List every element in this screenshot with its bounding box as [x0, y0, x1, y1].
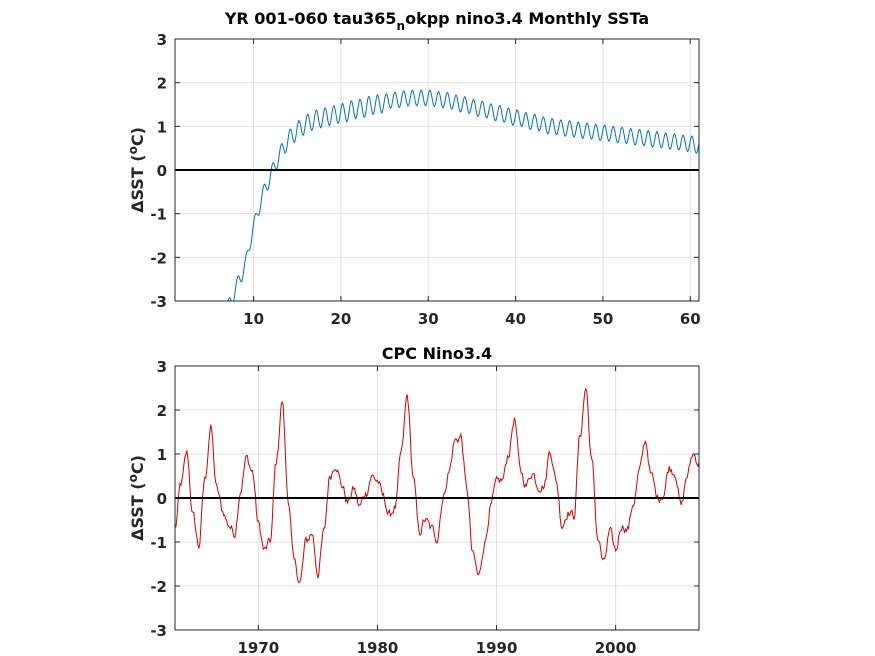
- bottom-ylabel-symbol: Δ: [128, 528, 147, 541]
- top-title-prefix: YR 001-060 tau365: [224, 9, 397, 28]
- bottom-y-ticks: -3 -2 -1 0 1 2 3: [150, 358, 699, 640]
- bottom-ytick-label-1: 1: [157, 446, 167, 464]
- top-title-subscript: n: [397, 19, 406, 33]
- top-xtick-label-40: 40: [505, 310, 526, 328]
- bottom-ylabel-super: o: [126, 474, 140, 482]
- top-x-ticks: 10 20 30 40 50 60: [243, 39, 701, 328]
- bottom-panel-title: CPC Nino3.4: [382, 344, 492, 363]
- top-series-line-0: [227, 89, 699, 301]
- bottom-xtick-label-1980: 1980: [357, 639, 399, 656]
- top-ylabel-super: o: [126, 146, 140, 154]
- top-y-axis-label: ΔSST (oC): [126, 127, 147, 213]
- top-axes-frame: [174, 38, 700, 302]
- bottom-ytick-label--1: -1: [150, 534, 167, 552]
- top-ytick-label-3: 3: [157, 31, 167, 49]
- top-panel-title: YR 001-060 tau365nokpp nino3.4 Monthly S…: [224, 9, 649, 33]
- bottom-ylabel-main: SST (: [128, 482, 147, 528]
- top-series: [227, 89, 699, 301]
- top-ytick-label-0: 0: [157, 162, 167, 180]
- top-y-ticks: -3 -2 -1 0 1 2 3: [150, 31, 699, 311]
- bottom-xtick-label-1970: 1970: [237, 639, 279, 656]
- top-xtick-label-60: 60: [680, 310, 701, 328]
- top-xtick-label-10: 10: [243, 310, 264, 328]
- bottom-ylabel-end: C): [128, 455, 147, 474]
- top-ytick-label-1: 1: [157, 118, 167, 136]
- bottom-y-axis-label: ΔSST (oC): [126, 455, 147, 541]
- top-panel: YR 001-060 tau365nokpp nino3.4 Monthly S…: [126, 9, 701, 328]
- bottom-series: [175, 386, 699, 584]
- bottom-ytick-label--2: -2: [150, 578, 167, 596]
- top-ytick-label--3: -3: [150, 293, 167, 311]
- bottom-x-ticks: 1970 1980 1990 2000: [237, 366, 637, 656]
- top-xtick-label-30: 30: [418, 310, 439, 328]
- bottom-panel: CPC Nino3.4 1970 1980 1990 2000 -3-2-10123 …: [126, 344, 700, 656]
- top-ylabel-end: C): [128, 127, 147, 146]
- top-ylabel-symbol: Δ: [128, 200, 147, 213]
- top-ytick-label-2: 2: [157, 75, 167, 93]
- bottom-series-line-0: [175, 386, 699, 584]
- top-ytick-label--1: -1: [150, 206, 167, 224]
- bottom-ytick-label-3: 3: [157, 358, 167, 376]
- bottom-ytick-label-2: 2: [157, 402, 167, 420]
- top-ytick-label--2: -2: [150, 249, 167, 267]
- bottom-ytick-label--3: -3: [150, 622, 167, 640]
- bottom-xtick-label-2000: 2000: [595, 639, 637, 656]
- bottom-ytick-label-0: 0: [157, 490, 167, 508]
- bottom-axes-frame: [174, 365, 700, 631]
- bottom-xtick-label-1990: 1990: [476, 639, 518, 656]
- top-xtick-label-50: 50: [592, 310, 613, 328]
- top-ylabel-main: SST (: [128, 154, 147, 200]
- top-title-suffix: okpp nino3.4 Monthly SSTa: [405, 9, 649, 28]
- top-xtick-label-20: 20: [330, 310, 351, 328]
